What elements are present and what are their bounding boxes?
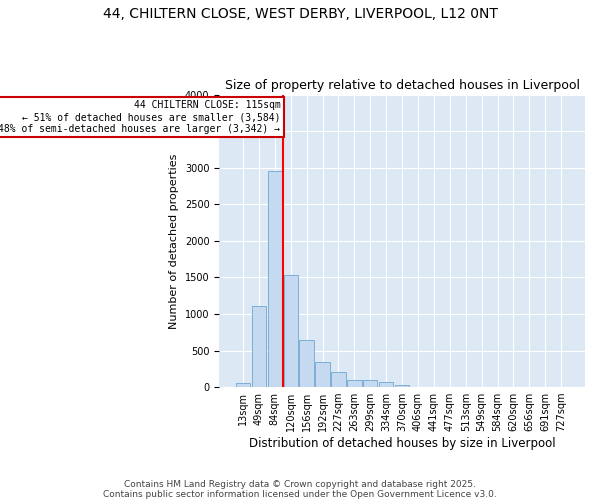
Bar bbox=[379, 382, 394, 387]
Bar bbox=[363, 380, 377, 387]
Text: 44, CHILTERN CLOSE, WEST DERBY, LIVERPOOL, L12 0NT: 44, CHILTERN CLOSE, WEST DERBY, LIVERPOO… bbox=[103, 8, 497, 22]
Bar bbox=[299, 340, 314, 387]
Bar bbox=[395, 385, 409, 387]
Bar bbox=[316, 362, 330, 387]
Bar bbox=[331, 372, 346, 387]
Bar bbox=[268, 170, 282, 387]
Bar bbox=[252, 306, 266, 387]
Text: Contains HM Land Registry data © Crown copyright and database right 2025.
Contai: Contains HM Land Registry data © Crown c… bbox=[103, 480, 497, 499]
Y-axis label: Number of detached properties: Number of detached properties bbox=[169, 153, 179, 328]
Text: 44 CHILTERN CLOSE: 115sqm
← 51% of detached houses are smaller (3,584)
48% of se: 44 CHILTERN CLOSE: 115sqm ← 51% of detac… bbox=[0, 100, 280, 134]
Bar bbox=[236, 383, 250, 387]
X-axis label: Distribution of detached houses by size in Liverpool: Distribution of detached houses by size … bbox=[249, 437, 556, 450]
Title: Size of property relative to detached houses in Liverpool: Size of property relative to detached ho… bbox=[224, 79, 580, 92]
Bar bbox=[284, 275, 298, 387]
Bar bbox=[347, 380, 362, 387]
